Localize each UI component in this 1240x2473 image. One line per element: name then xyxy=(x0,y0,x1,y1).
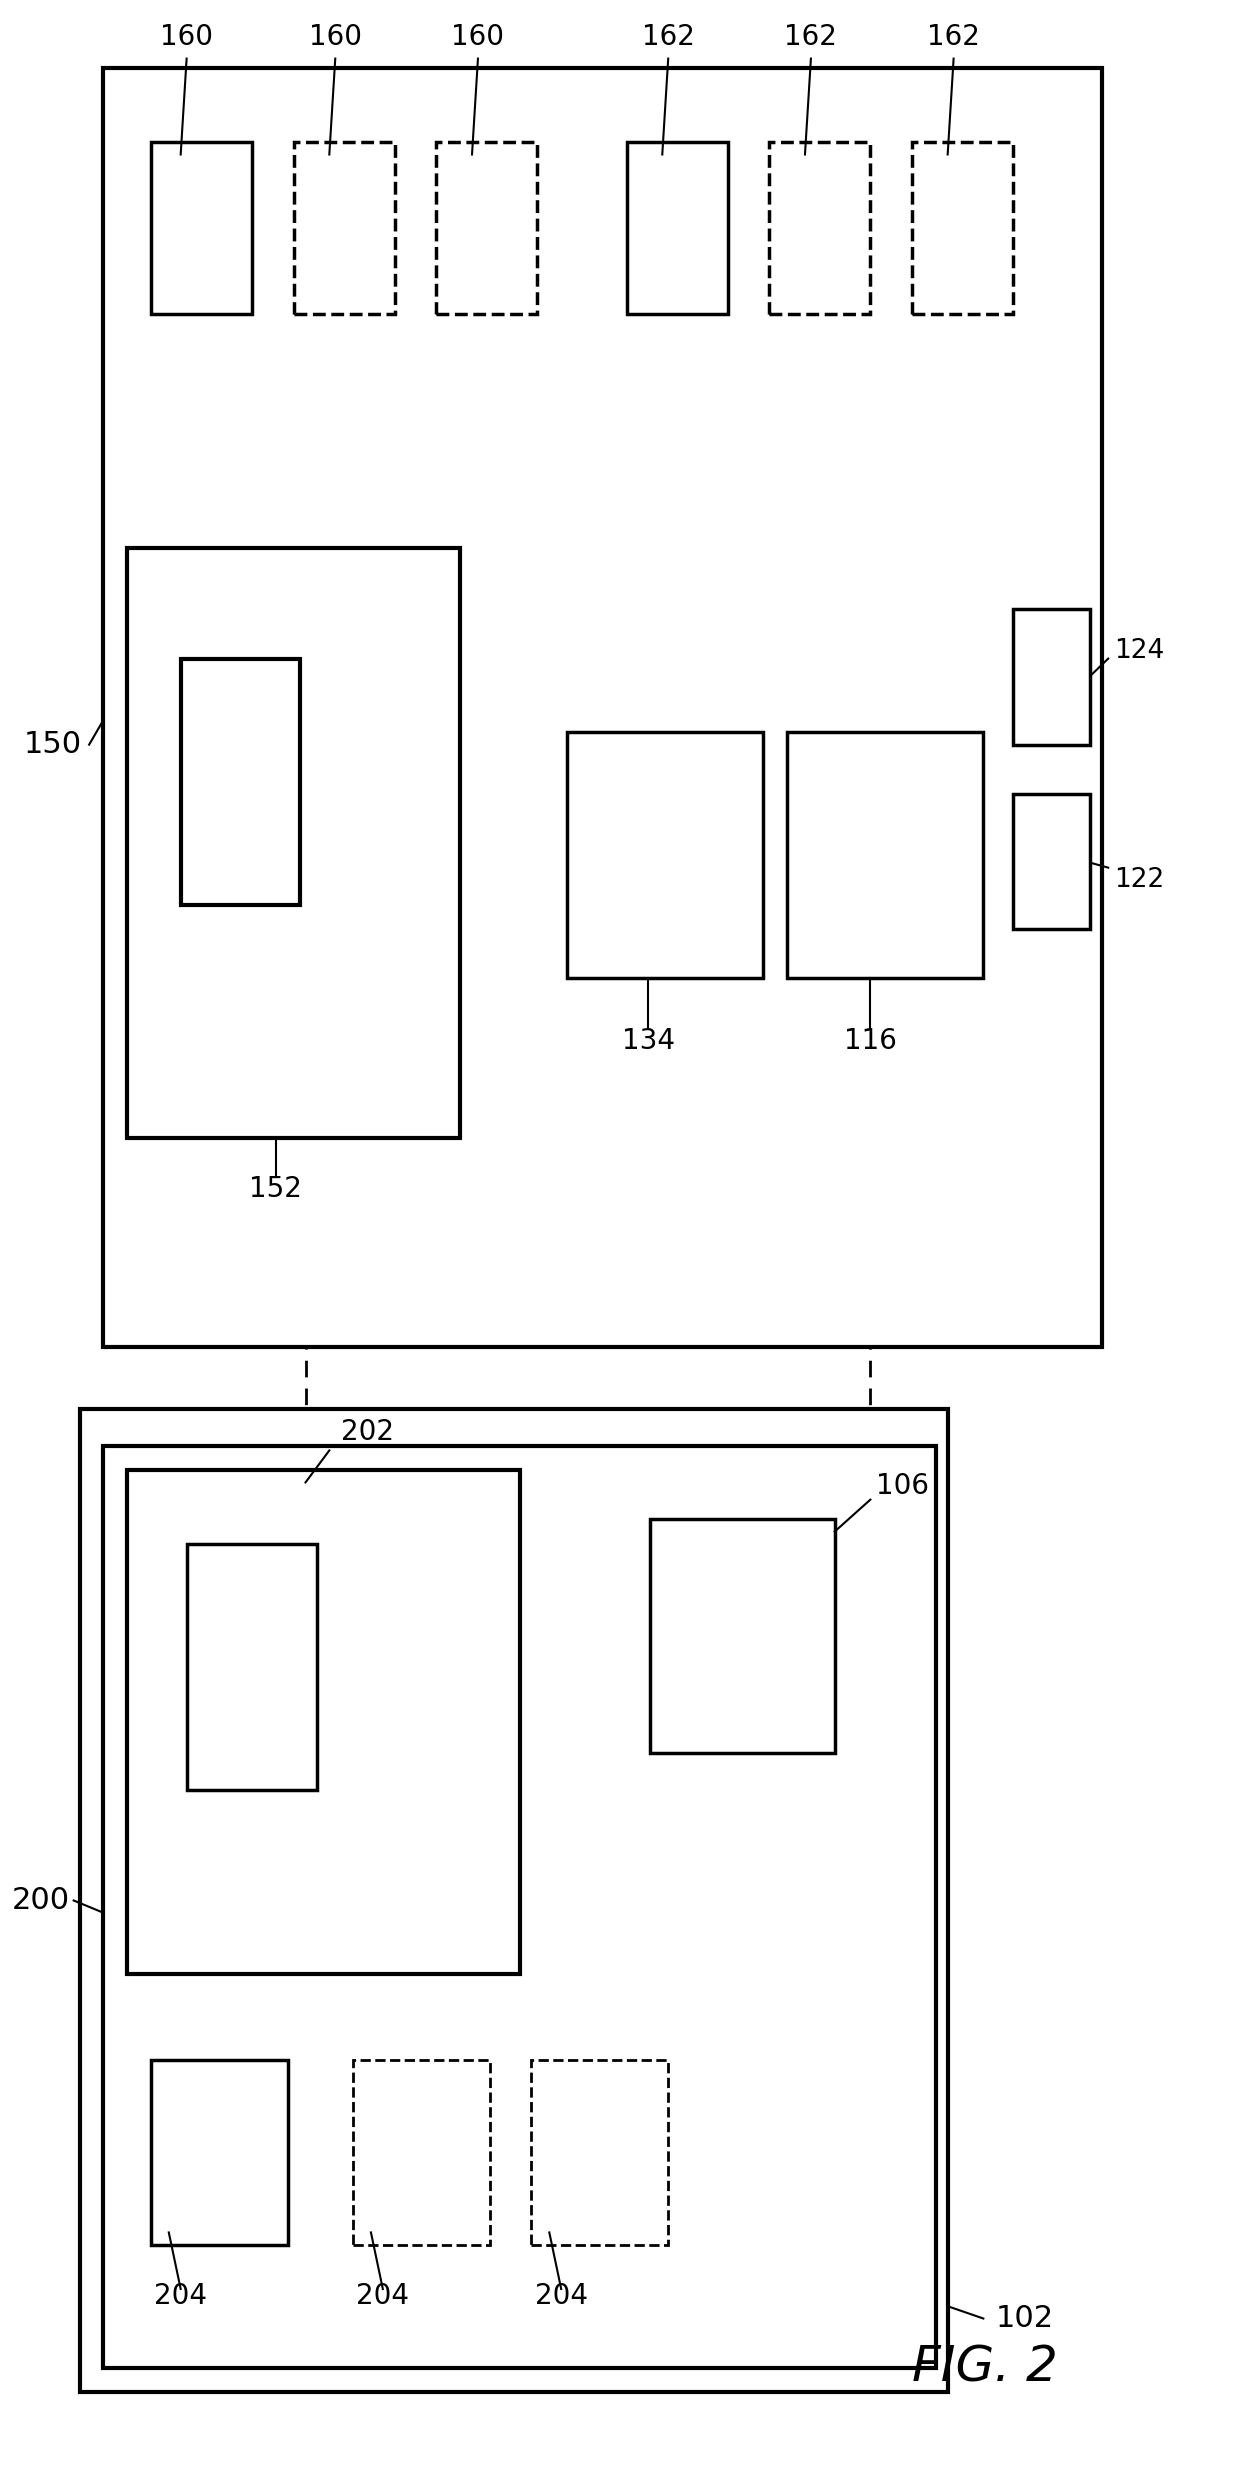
Bar xyxy=(626,141,728,314)
Bar xyxy=(353,2060,490,2245)
Bar xyxy=(79,1410,947,2391)
Text: 200: 200 xyxy=(12,1887,71,1914)
Text: 134: 134 xyxy=(621,1026,675,1056)
Text: 162: 162 xyxy=(928,22,980,52)
Bar xyxy=(567,732,764,979)
Text: 160: 160 xyxy=(309,22,362,52)
Text: 150: 150 xyxy=(24,730,82,759)
Bar xyxy=(1013,794,1090,930)
Text: 160: 160 xyxy=(160,22,213,52)
Bar xyxy=(1013,608,1090,744)
Bar xyxy=(769,141,870,314)
Bar xyxy=(128,1469,520,1973)
Text: 204: 204 xyxy=(356,2283,409,2310)
Text: 106: 106 xyxy=(877,1471,929,1499)
Text: 124: 124 xyxy=(1115,638,1164,665)
Bar xyxy=(151,2060,288,2245)
Bar xyxy=(103,1447,936,2367)
Text: 160: 160 xyxy=(451,22,505,52)
Bar xyxy=(911,141,1013,314)
Text: 152: 152 xyxy=(249,1175,303,1202)
Bar xyxy=(787,732,983,979)
Text: 162: 162 xyxy=(785,22,837,52)
Text: 122: 122 xyxy=(1115,868,1164,893)
Text: 162: 162 xyxy=(642,22,694,52)
Bar xyxy=(181,658,300,905)
Text: 102: 102 xyxy=(996,2305,1053,2332)
Text: 204: 204 xyxy=(154,2283,207,2310)
Bar xyxy=(532,2060,668,2245)
Bar xyxy=(436,141,537,314)
Bar xyxy=(294,141,394,314)
Text: 116: 116 xyxy=(844,1026,897,1056)
Bar xyxy=(151,141,252,314)
Bar xyxy=(128,549,460,1138)
Bar xyxy=(651,1518,835,1753)
Bar xyxy=(103,69,1102,1348)
Text: 204: 204 xyxy=(534,2283,588,2310)
Bar xyxy=(187,1543,317,1790)
Text: FIG. 2: FIG. 2 xyxy=(911,2344,1058,2391)
Text: 202: 202 xyxy=(341,1417,394,1447)
